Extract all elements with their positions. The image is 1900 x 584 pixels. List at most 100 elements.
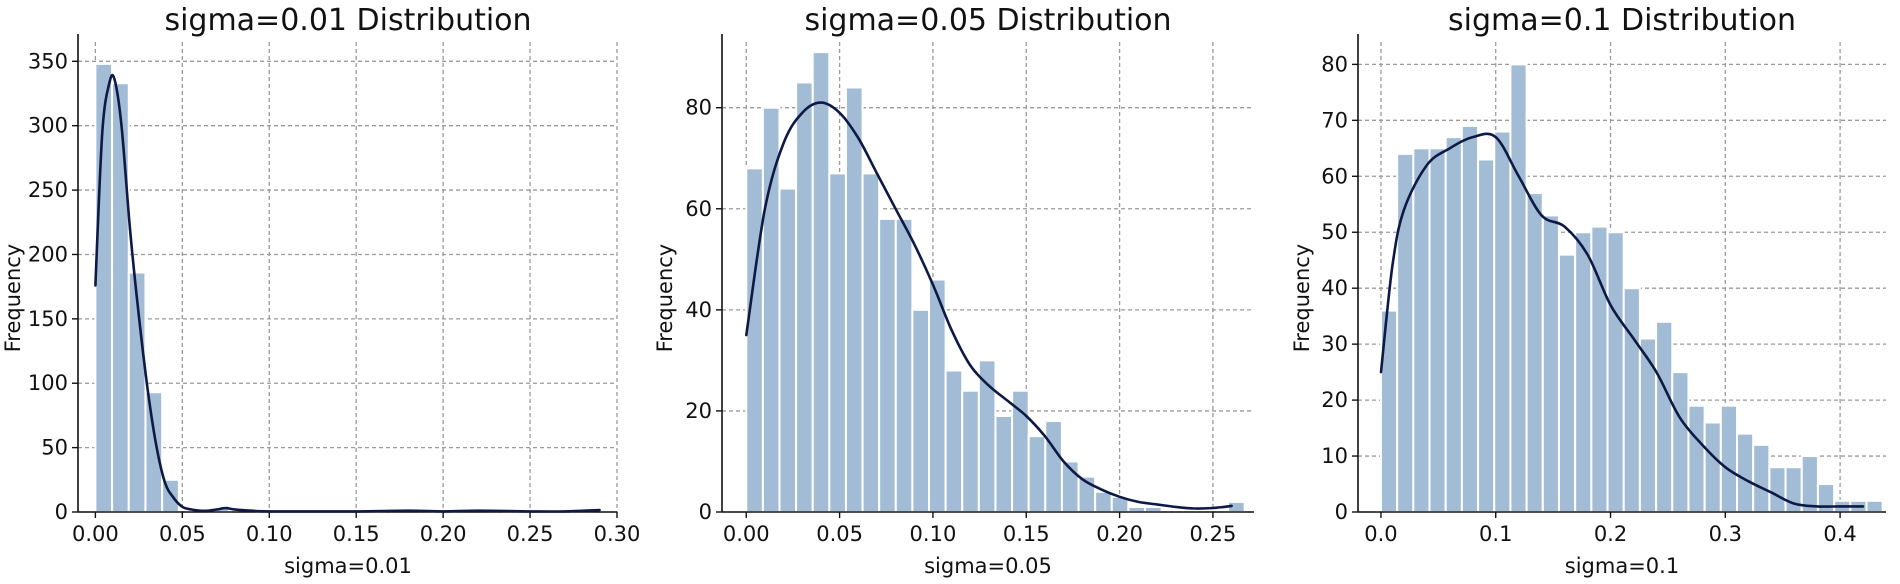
histogram-bar bbox=[1638, 337, 1658, 513]
y-tick-label: 20 bbox=[685, 399, 712, 423]
y-tick-label: 30 bbox=[1321, 332, 1348, 356]
histogram-bar bbox=[928, 278, 947, 513]
histogram-bar bbox=[778, 187, 798, 513]
axes: 0.0 0.1 0.2 0.3 0.4 0 10 20 30 40 50 60 70 80 bbox=[1321, 34, 1886, 546]
y-tick-label: 0 bbox=[699, 500, 712, 524]
kde-curve bbox=[94, 73, 601, 513]
y-tick-label: 60 bbox=[685, 197, 712, 221]
y-tick-label: 100 bbox=[28, 371, 68, 395]
histogram-bar bbox=[1493, 130, 1512, 513]
y-tick-label: 40 bbox=[1321, 276, 1348, 300]
histogram-bar bbox=[1752, 443, 1771, 514]
x-tick-label: 0.10 bbox=[246, 522, 293, 546]
kde-curve bbox=[745, 101, 1233, 510]
y-tick-label: 50 bbox=[41, 436, 68, 460]
chart-title: sigma=0.01 Distribution bbox=[164, 3, 531, 38]
x-tick-label: 0.0 bbox=[1364, 522, 1397, 546]
histogram-bar bbox=[1865, 499, 1884, 513]
histogram-bars bbox=[745, 51, 1246, 514]
histogram-bar bbox=[1541, 214, 1560, 513]
x-tick-label: 0.05 bbox=[816, 522, 863, 546]
y-tick-label: 20 bbox=[1321, 388, 1348, 412]
x-tick-label: 0.10 bbox=[910, 522, 957, 546]
histogram-bar bbox=[1736, 432, 1755, 513]
histogram-bar bbox=[1671, 371, 1690, 513]
histogram-bar bbox=[144, 391, 164, 514]
histogram-bar bbox=[1525, 192, 1544, 513]
x-tick-label: 0.25 bbox=[507, 522, 554, 546]
y-tick-label: 0 bbox=[55, 500, 68, 524]
histogram-bar bbox=[745, 167, 764, 513]
histogram-bar bbox=[761, 106, 781, 514]
x-tick-label: 0.20 bbox=[1096, 522, 1143, 546]
axes: 0.00 0.05 0.10 0.15 0.20 0.25 0.30 0 50 100 150 200… bbox=[28, 34, 640, 546]
histogram-bar bbox=[1011, 389, 1030, 514]
x-tick-label: 0.00 bbox=[72, 522, 119, 546]
histogram-bar bbox=[1412, 147, 1431, 514]
histogram-bar bbox=[1477, 158, 1496, 513]
y-axis-label: Frequency bbox=[1290, 244, 1314, 353]
histogram-bar bbox=[1606, 231, 1625, 513]
x-tick-label: 0.1 bbox=[1479, 522, 1512, 546]
histogram-bar bbox=[1557, 253, 1577, 513]
x-tick-label: 0.2 bbox=[1594, 522, 1627, 546]
x-axis-label: sigma=0.01 bbox=[284, 554, 412, 578]
x-tick-label: 0.00 bbox=[723, 522, 770, 546]
histogram-bar bbox=[911, 308, 931, 513]
histogram-bar bbox=[861, 172, 881, 513]
histogram-bar bbox=[878, 217, 897, 513]
histogram-bar bbox=[1460, 124, 1480, 514]
histogram-bar bbox=[111, 82, 130, 514]
histogram-bar bbox=[994, 414, 1014, 513]
x-tick-label: 0.05 bbox=[159, 522, 206, 546]
x-tick-label: 0.30 bbox=[594, 522, 641, 546]
y-tick-label: 0 bbox=[1335, 500, 1348, 524]
histogram-bars bbox=[94, 62, 598, 514]
kde-curve bbox=[1379, 132, 1865, 508]
histogram-bar bbox=[1044, 420, 1063, 513]
y-axis-label: Frequency bbox=[1, 244, 25, 353]
x-axis-label: sigma=0.05 bbox=[924, 554, 1052, 578]
histogram-bar bbox=[1509, 63, 1528, 513]
axes: 0.00 0.05 0.10 0.15 0.20 0.25 0 20 40 60 80 bbox=[685, 34, 1254, 546]
y-tick-label: 80 bbox=[1321, 52, 1348, 76]
subplot-sigma-0-1: sigma=0.1 Distribution sigma=0.1 Frequen… bbox=[1290, 3, 1886, 578]
y-tick-label: 300 bbox=[28, 114, 68, 138]
histogram-bar bbox=[828, 172, 847, 513]
histogram-bar bbox=[1768, 466, 1787, 514]
histogram-bar bbox=[844, 86, 864, 514]
y-tick-label: 150 bbox=[28, 307, 68, 331]
histogram-bar bbox=[1687, 404, 1706, 514]
y-tick-label: 10 bbox=[1321, 444, 1348, 468]
histogram-bar bbox=[894, 217, 914, 513]
histogram-bar bbox=[944, 369, 964, 513]
histogram-bar bbox=[1027, 435, 1047, 513]
chart-title: sigma=0.1 Distribution bbox=[1448, 3, 1796, 38]
subplot-sigma-0-01: sigma=0.01 Distribution sigma=0.01 Frequ… bbox=[1, 3, 640, 578]
histogram-bar bbox=[1703, 421, 1722, 514]
histogram-bar bbox=[94, 62, 114, 513]
x-tick-label: 0.15 bbox=[333, 522, 380, 546]
histogram-bar bbox=[1800, 455, 1819, 513]
y-tick-label: 50 bbox=[1321, 220, 1348, 244]
histogram-bar bbox=[1428, 147, 1447, 514]
x-tick-label: 0.25 bbox=[1190, 522, 1237, 546]
y-tick-label: 250 bbox=[28, 178, 68, 202]
y-tick-label: 200 bbox=[28, 242, 68, 266]
histogram-bar bbox=[1719, 404, 1739, 514]
histogram-bar bbox=[1574, 231, 1593, 513]
x-axis-label: sigma=0.1 bbox=[1565, 554, 1679, 578]
subplot-sigma-0-05: sigma=0.05 Distribution sigma=0.05 Frequ… bbox=[653, 3, 1254, 578]
histogram-bar bbox=[1094, 490, 1113, 513]
y-tick-label: 80 bbox=[685, 96, 712, 120]
y-tick-label: 350 bbox=[28, 49, 68, 73]
chart-title: sigma=0.05 Distribution bbox=[804, 3, 1171, 38]
histogram-bar bbox=[961, 389, 980, 514]
histogram-bar bbox=[1622, 287, 1641, 514]
histogram-bar bbox=[1444, 136, 1463, 513]
y-tick-label: 40 bbox=[685, 298, 712, 322]
histogram-bar bbox=[795, 81, 814, 513]
histogram-bar bbox=[811, 51, 831, 514]
x-tick-label: 0.4 bbox=[1823, 522, 1856, 546]
